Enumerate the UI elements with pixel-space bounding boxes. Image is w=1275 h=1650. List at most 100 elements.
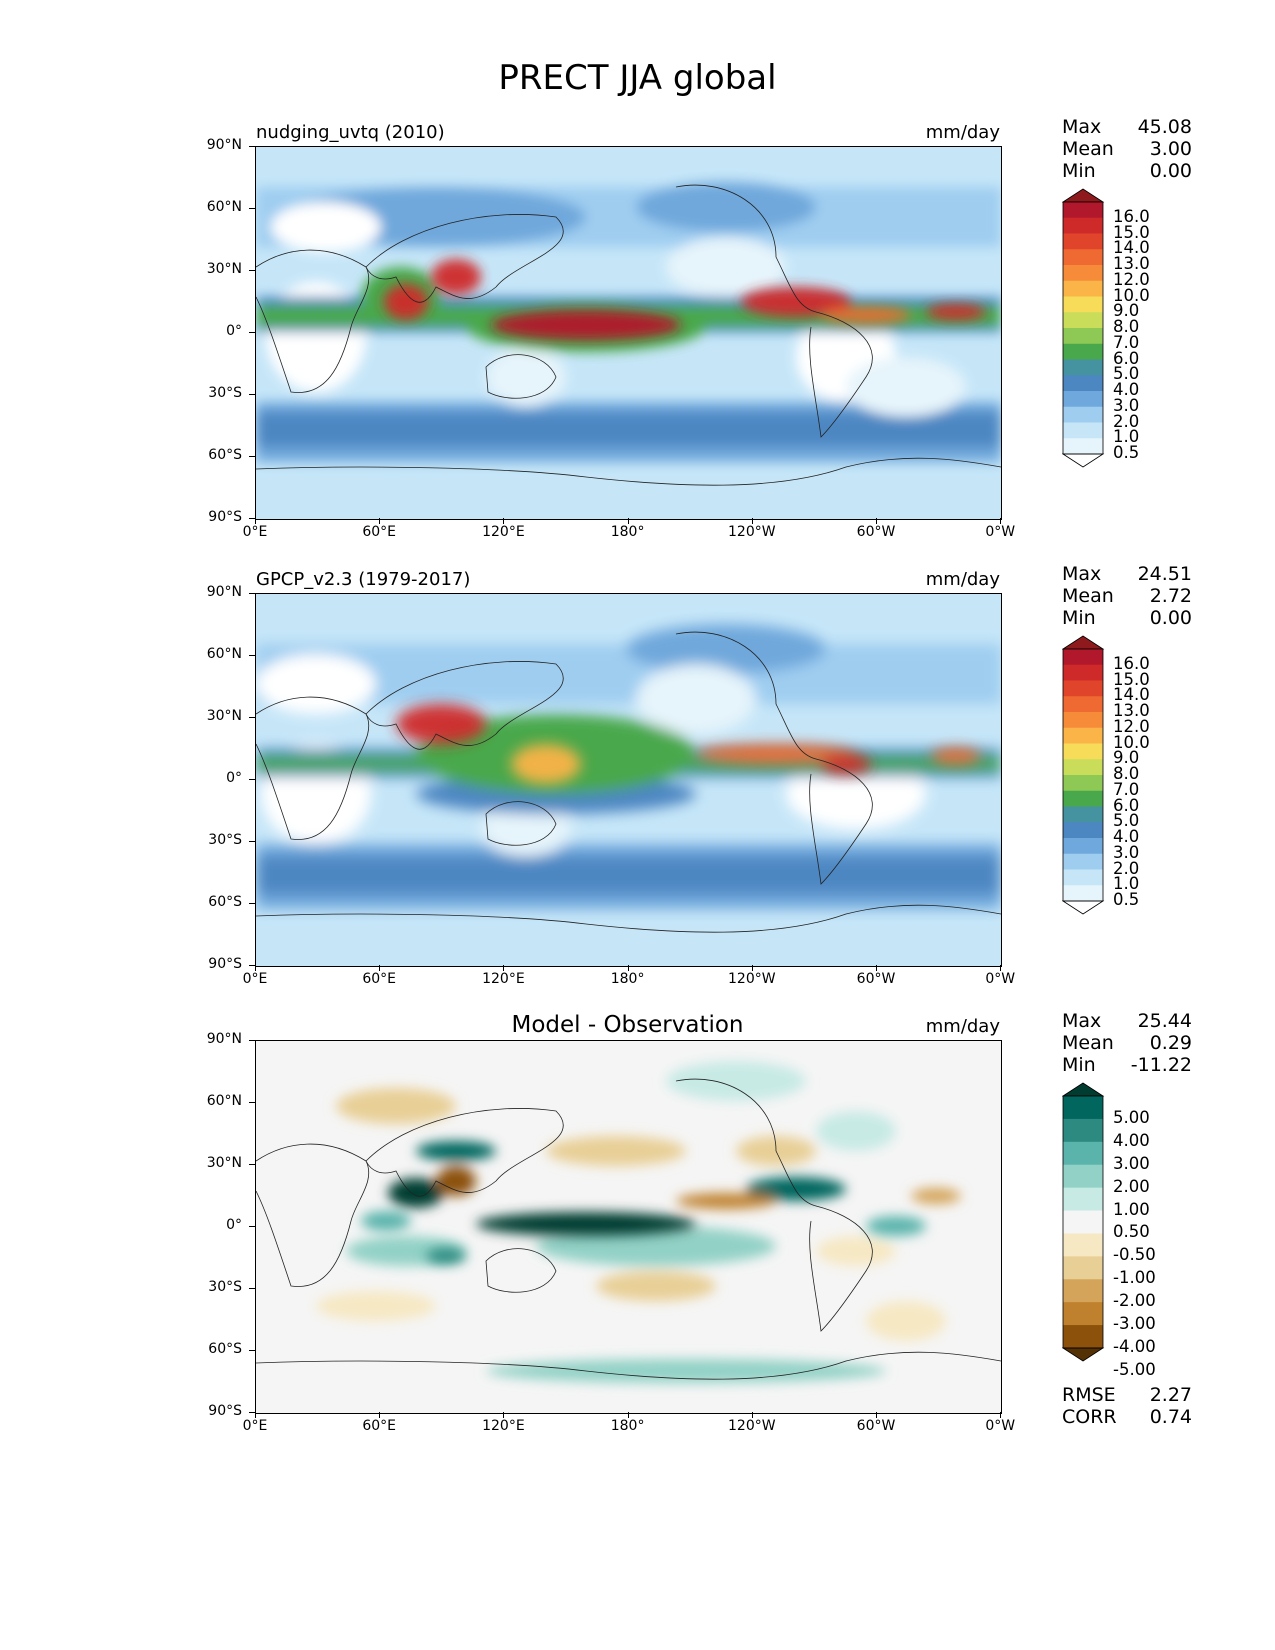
- lat-tick: [249, 1102, 255, 1103]
- stat-value: 0.00: [1149, 607, 1192, 629]
- colorbar-tick-label: 5.0: [1113, 364, 1140, 384]
- colorbar-segment: [1063, 1141, 1103, 1166]
- lon-tick: [751, 965, 753, 971]
- stat-label: Max: [1062, 1010, 1102, 1032]
- units-label: mm/day: [925, 1016, 1000, 1037]
- colorbar-segment: [1063, 775, 1103, 792]
- stat-label: Mean: [1062, 585, 1114, 607]
- lat-tick: [249, 1350, 255, 1351]
- colorbar-tick-label: 14.0: [1113, 685, 1150, 705]
- colorbar-tick-label: 9.0: [1113, 301, 1140, 321]
- stat-value: 0.29: [1149, 1032, 1192, 1054]
- colorbar-tick-label: 2.0: [1113, 411, 1140, 431]
- lat-tick-label: 30°S: [208, 385, 242, 401]
- lon-tick: [627, 965, 629, 971]
- map-svg: [256, 594, 1001, 966]
- map-svg: [256, 147, 1001, 519]
- colorbar-tick-label: 2.00: [1113, 1176, 1150, 1196]
- colorbar-tick-label: 4.0: [1113, 827, 1140, 846]
- colorbar-segment: [1063, 696, 1103, 713]
- stat-value: 0.74: [1149, 1406, 1192, 1428]
- precip-map: [255, 593, 1002, 967]
- panel-title: GPCP_v2.3 (1979-2017): [256, 569, 471, 590]
- colorbar-segment: [1063, 1164, 1103, 1189]
- map-svg: [256, 1041, 1001, 1413]
- colorbar-segment: [1063, 217, 1103, 234]
- lat-tick-label: 90°S: [208, 1403, 242, 1419]
- colorbar-tick-label: 6.0: [1113, 348, 1140, 368]
- lat-tick-label: 90°N: [206, 137, 242, 153]
- lat-tick: [249, 841, 255, 842]
- lat-tick: [249, 903, 255, 904]
- lon-tick: [255, 1412, 256, 1418]
- lat-tick-label: 60°S: [208, 447, 242, 463]
- lon-tick-label: 60°W: [856, 524, 896, 540]
- colorbar-tick-label: 10.0: [1113, 732, 1150, 752]
- rmse-corr-block: RMSE 2.27 CORR 0.74: [1062, 1384, 1192, 1428]
- colorbar-tick-label: 16.0: [1113, 206, 1150, 226]
- stat-row: Max 45.08: [1062, 116, 1192, 138]
- colorbar-segment: [1063, 375, 1103, 392]
- colorbar-segment: [1063, 391, 1103, 408]
- colorbar-segment: [1063, 202, 1103, 219]
- colorbar-segment: [1063, 1325, 1103, 1349]
- stat-label: Mean: [1062, 1032, 1114, 1054]
- colorbar-tick-label: 15.0: [1113, 669, 1150, 689]
- lat-tick: [249, 1412, 255, 1413]
- lon-tick: [1000, 518, 1002, 524]
- lon-tick-label: 0°E: [242, 1418, 268, 1434]
- colorbar-tick-label: 8.0: [1113, 764, 1140, 783]
- colorbar-segment: [1063, 680, 1103, 697]
- colorbar-tick-label: -4.00: [1113, 1337, 1156, 1356]
- colorbar-tick-label: -3.00: [1113, 1314, 1156, 1334]
- lat-tick-label: 90°S: [208, 509, 242, 525]
- lon-tick-label: 120°E: [482, 524, 525, 540]
- stat-row: Mean 3.00: [1062, 138, 1192, 160]
- lat-tick-label: 30°N: [206, 708, 242, 724]
- colorbar-tick-label: 12.0: [1113, 716, 1150, 736]
- stat-label: Mean: [1062, 138, 1114, 160]
- lon-tick-label: 0°W: [985, 524, 1016, 540]
- stat-row: Min 0.00: [1062, 607, 1192, 629]
- colorbar-segment: [1063, 853, 1103, 870]
- lat-tick: [249, 332, 255, 333]
- colorbar-segment: [1063, 712, 1103, 729]
- colorbar-segment: [1063, 838, 1103, 855]
- difference-field: [316, 1061, 946, 1383]
- lat-tick-label: 0°: [226, 1217, 242, 1233]
- colorbar-tick-label: 16.0: [1113, 653, 1150, 673]
- colorbar-tick-label: 5.00: [1113, 1107, 1150, 1127]
- colorbar-tick-label: 7.0: [1113, 779, 1140, 799]
- colorbar-segment: [1063, 359, 1103, 376]
- stat-value: 24.51: [1137, 563, 1192, 585]
- lat-tick: [249, 717, 255, 718]
- lon-tick-label: 0°W: [985, 1418, 1016, 1434]
- precip-map: [255, 146, 1002, 520]
- coastlines: [256, 631, 1001, 933]
- precip-field: [256, 624, 1001, 909]
- units-label: mm/day: [925, 569, 1000, 590]
- colorbar-tick-label: -2.00: [1113, 1291, 1156, 1311]
- lon-tick: [627, 1412, 629, 1418]
- lon-tick: [379, 1412, 381, 1418]
- colorbar-extend-bottom: [1061, 900, 1105, 915]
- panel-title: Model - Observation: [511, 1012, 744, 1038]
- lat-tick-label: 60°N: [206, 646, 242, 662]
- stat-label: Min: [1062, 160, 1096, 182]
- stat-label: CORR: [1062, 1406, 1117, 1428]
- colorbar-tick-label: 0.5: [1113, 890, 1140, 909]
- lat-tick-label: 0°: [226, 323, 242, 339]
- colorbar-svg: [1061, 1082, 1105, 1362]
- precip-field: [256, 182, 1001, 462]
- colorbar-tick-label: 13.0: [1113, 701, 1150, 720]
- colorbar-segment: [1063, 1256, 1103, 1280]
- stat-label: Min: [1062, 1054, 1096, 1076]
- lon-tick: [876, 1412, 877, 1418]
- lon-tick: [503, 518, 505, 524]
- lon-tick-label: 180°: [610, 524, 645, 540]
- colorbar-tick-label: 4.0: [1113, 380, 1140, 399]
- precip-maxima: [396, 704, 981, 784]
- stats-block: Max 25.44 Mean 0.29 Min -11.22: [1062, 1010, 1192, 1076]
- colorbar-tick-label: 0.5: [1113, 443, 1140, 462]
- stat-row: Mean 2.72: [1062, 585, 1192, 607]
